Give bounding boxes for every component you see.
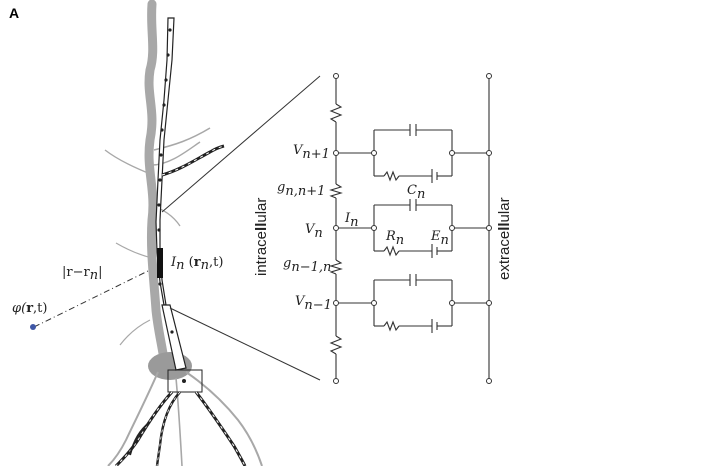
gray-basal-dendrite	[185, 371, 263, 466]
compartment-dot	[157, 203, 161, 207]
zoom-line-top	[161, 75, 321, 213]
v-upper-label: Vn+1	[293, 143, 330, 162]
soma-compartment	[167, 369, 203, 393]
compartment-n-highlight	[157, 248, 163, 278]
gray-dendrite	[119, 319, 151, 346]
gray-dendrite	[151, 141, 201, 166]
gray-basal-dendrite	[107, 371, 159, 466]
membrane-branch-lower	[333, 274, 492, 333]
axial-resistor-bottom	[329, 335, 343, 355]
current-label: In (rn,t)	[170, 255, 223, 273]
membrane-branch-middle	[333, 199, 492, 258]
rail-terminal	[333, 73, 339, 79]
gray-dendrite	[104, 149, 154, 176]
distance-line	[33, 269, 151, 328]
axial-resistor-top	[329, 103, 343, 123]
compartment-dot	[168, 28, 172, 32]
compartment-dot	[159, 153, 163, 157]
compartment-dots	[157, 28, 172, 286]
axial-resistor-g-upper	[329, 183, 343, 199]
rail-terminal	[333, 378, 339, 384]
compartment-dot	[170, 330, 174, 334]
rail-terminal	[486, 73, 492, 79]
g-lower-label: gn−1,n	[283, 256, 331, 275]
gray-dendrite	[149, 204, 181, 227]
gray-basal-dendrite	[175, 377, 183, 466]
equivalent-circuit: Vn+1 gn,n+1 Vn gn−1,n Vn−1 In Cn Rn En i…	[253, 73, 513, 384]
axial-resistor-g-lower	[329, 259, 343, 275]
black-basal-dendrite	[115, 391, 173, 466]
compartment-dot	[158, 178, 162, 182]
compartment-dot	[160, 128, 164, 132]
membrane-branch-upper	[333, 124, 492, 183]
black-basal-dendrite	[155, 391, 181, 466]
panel-label: A	[9, 5, 19, 21]
black-basal-dendrite	[129, 421, 151, 456]
black-dendrite-inner	[161, 145, 225, 176]
compartment-dot	[166, 53, 170, 57]
potential-label: φ(r,t)	[12, 301, 47, 316]
v-mid-label: Vn	[305, 222, 323, 241]
v-lower-label: Vn−1	[295, 294, 332, 313]
extracellular-label: extracellular	[496, 197, 513, 280]
compartment-dot	[157, 228, 161, 232]
soma-dot	[182, 379, 186, 383]
compartment-dot	[164, 78, 168, 82]
black-basal-dendrite	[194, 391, 247, 466]
r-n-label: Rn	[385, 229, 404, 248]
compartment-dot	[158, 282, 162, 286]
black-basal-dendrite	[156, 391, 181, 466]
compartment-model	[114, 17, 247, 466]
neuron-morphology	[104, 0, 263, 466]
distance-label: |r−rn|	[62, 265, 102, 283]
rail-terminal	[486, 378, 492, 384]
g-upper-label: gn,n+1	[277, 180, 325, 199]
c-n-label: Cn	[407, 183, 425, 202]
electrode-dot	[30, 324, 36, 330]
compartment-dot	[162, 103, 166, 107]
apical-trunk	[144, 0, 169, 365]
zoom-line-bottom	[169, 307, 321, 381]
gray-dendrite	[115, 242, 153, 259]
intracellular-label: intracellular	[253, 198, 270, 276]
compartment-cable-lower	[161, 304, 187, 371]
i-n-label: In	[344, 211, 359, 230]
e-n-label: En	[430, 229, 449, 248]
